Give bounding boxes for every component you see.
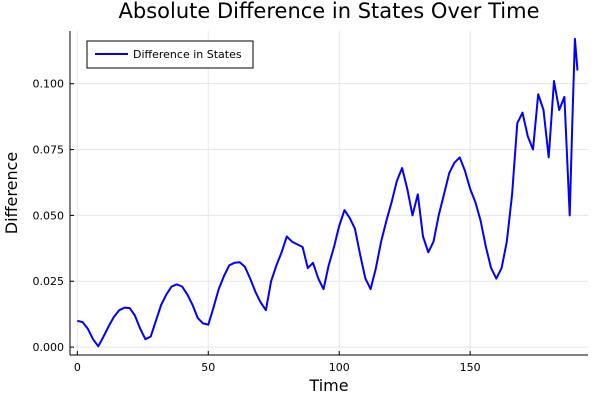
x-tick-label: 0 [74,361,81,374]
y-tick-label: 0.100 [33,78,65,91]
y-tick-label: 0.075 [33,144,65,157]
legend-label: Difference in States [133,48,242,61]
axes [69,31,588,356]
y-axis-label: Difference [2,152,21,234]
legend: Difference in States [86,40,254,69]
tick-labels: 0 50 100 150 0.000 0.025 0.050 0.075 0.100 [33,78,481,374]
chart-title: Absolute Difference in States Over Time [119,0,540,23]
x-axis-label: Time [308,376,348,395]
x-tick-label: 150 [460,361,481,374]
y-tick-label: 0.050 [33,209,65,222]
x-tick-label: 50 [201,361,215,374]
series-line-0 [77,37,579,348]
y-tick-label: 0.000 [33,341,65,354]
y-tick-label: 0.025 [33,275,65,288]
grid [70,31,588,355]
series-lines [77,37,579,348]
x-tick-label: 100 [329,361,350,374]
